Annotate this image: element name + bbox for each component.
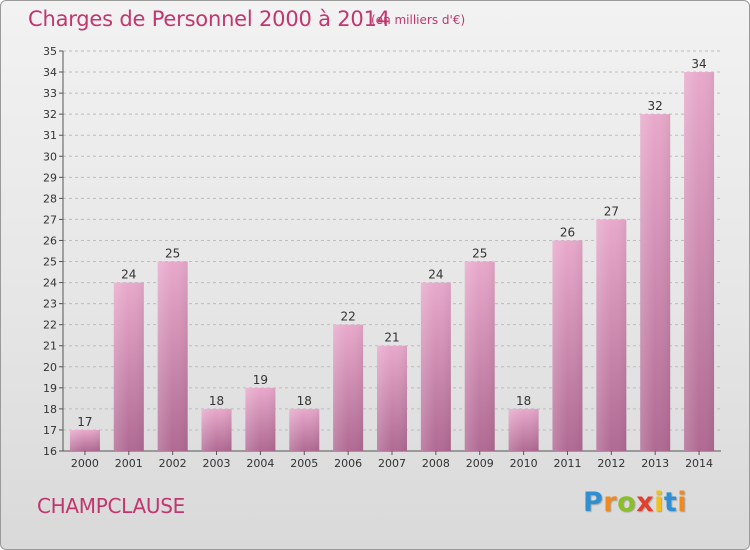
bar-sheen: [596, 219, 627, 451]
x-tick-label: 2004: [246, 457, 274, 470]
logo-letter: r: [603, 487, 618, 518]
y-tick-label: 17: [43, 424, 57, 437]
x-tick-labels: 2000 2001 2002 2003 2004 2005 2006 2007 2008 2009…: [71, 457, 713, 470]
y-tick-label: 19: [43, 382, 57, 395]
logo-letter: t: [663, 487, 678, 518]
bar-value-label: 32: [648, 99, 663, 113]
x-tick-label: 2000: [71, 457, 99, 470]
bar-sheen: [420, 282, 451, 451]
y-tick-label: 28: [43, 192, 57, 205]
bar-value-label: 17: [77, 415, 92, 429]
commune-name: CHAMPCLAUSE: [37, 494, 185, 518]
bar-value-label: 18: [209, 394, 224, 408]
x-tick-label: 2005: [290, 457, 318, 470]
logo-letter: i: [677, 487, 688, 518]
y-tick-label: 35: [43, 45, 57, 58]
x-tick-label: 2009: [466, 457, 494, 470]
x-tick-label: 2011: [553, 457, 581, 470]
y-tick-label: 16: [43, 445, 57, 458]
x-tick-label: 2014: [685, 457, 713, 470]
bar-sheen: [289, 408, 320, 451]
y-tick-label: 29: [43, 171, 57, 184]
bar-sheen: [201, 408, 232, 451]
chart-title: Charges de Personnel 2000 à 2014: [28, 7, 390, 31]
y-tick-label: 30: [43, 150, 57, 163]
y-tick-label: 27: [43, 213, 57, 226]
x-tick-label: 2008: [422, 457, 450, 470]
y-tick-label: 31: [43, 129, 57, 142]
logo-letter: P: [583, 487, 604, 518]
x-tick-label: 2006: [334, 457, 362, 470]
bar-value-label: 24: [428, 268, 443, 282]
y-tick-label: 23: [43, 298, 57, 311]
bar-sheen: [113, 282, 144, 451]
bar-sheen: [552, 240, 583, 451]
x-tick-label: 2002: [159, 457, 187, 470]
y-tick-label: 26: [43, 234, 57, 247]
bars: [69, 72, 715, 451]
bar-value-label: 25: [472, 247, 487, 261]
bar-value-label: 21: [384, 331, 399, 345]
bar-sheen: [157, 261, 188, 451]
y-tick-labels: 16 17 18 19 20 21 22 23 24 25 26 27 28 29 30 31 32 33 34 35: [43, 45, 57, 458]
y-tick-label: 32: [43, 108, 57, 121]
bar-value-label: 18: [297, 394, 312, 408]
bar-value-label: 26: [560, 225, 575, 239]
x-tick-label: 2007: [378, 457, 406, 470]
bar-sheen: [464, 261, 495, 451]
data-labels: 17 24 25 18 19 18 22 21 24 25 18 26 27 32 34: [77, 57, 706, 429]
proxiti-logo: Proxiti: [583, 487, 687, 518]
logo-letter: i: [654, 487, 664, 518]
chart-subtitle: (en milliers d'€): [371, 13, 466, 27]
y-tick-label: 24: [43, 277, 57, 290]
y-tick-label: 21: [43, 340, 57, 353]
x-tick-label: 2012: [597, 457, 625, 470]
bar-sheen: [245, 387, 276, 451]
bar-sheen: [640, 114, 671, 451]
bar-value-label: 34: [691, 57, 706, 71]
y-tick-label: 22: [43, 319, 57, 332]
x-tick-label: 2010: [510, 457, 538, 470]
x-tick-label: 2003: [203, 457, 231, 470]
y-tick-label: 33: [43, 87, 57, 100]
bar-sheen: [684, 72, 715, 451]
logo-letter: x: [636, 487, 655, 518]
x-tick-label: 2013: [641, 457, 669, 470]
bar-value-label: 24: [121, 268, 136, 282]
bar-value-label: 25: [165, 247, 180, 261]
bar-sheen: [69, 429, 100, 451]
y-tick-label: 34: [43, 66, 57, 79]
y-tick-label: 25: [43, 256, 57, 269]
y-tick-label: 20: [43, 361, 57, 374]
bar-value-label: 18: [516, 394, 531, 408]
bar-sheen: [333, 324, 364, 451]
bar-value-label: 19: [253, 373, 268, 387]
bar-value-label: 22: [340, 310, 355, 324]
bar-sheen: [508, 408, 539, 451]
bar-value-label: 27: [604, 204, 619, 218]
logo-letter: o: [617, 487, 637, 518]
x-tick-label: 2001: [115, 457, 143, 470]
y-tick-label: 18: [43, 403, 57, 416]
bar-sheen: [377, 345, 407, 451]
